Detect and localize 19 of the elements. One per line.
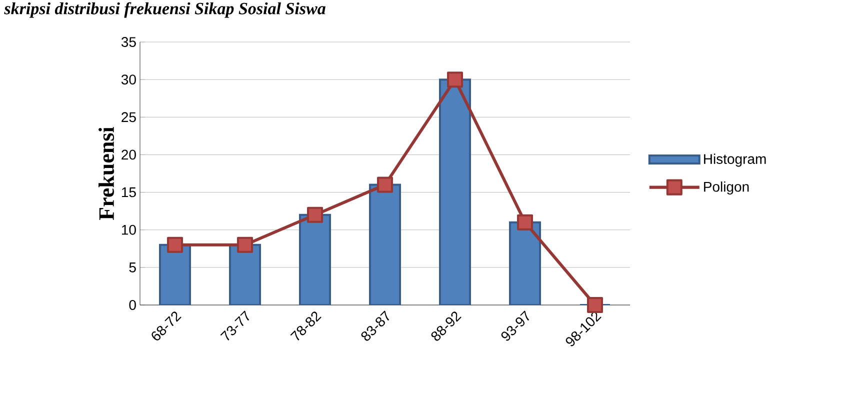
legend-label: Poligon — [704, 181, 749, 195]
y-tick-label: 25 — [122, 112, 136, 122]
legend-label: Histogram — [704, 154, 766, 167]
y-tick-label: 20 — [122, 150, 136, 160]
chart-title: skripsi distribusi frekuensi Sikap Sosial Siswa — [4, 2, 326, 18]
y-tick-label: 5 — [129, 262, 136, 272]
point — [447, 72, 464, 88]
point — [307, 206, 324, 223]
point — [517, 214, 534, 230]
point — [587, 297, 604, 313]
y-tick-label: 15 — [122, 187, 136, 198]
y-tick-label: 10 — [122, 224, 136, 235]
point — [377, 176, 394, 193]
point — [167, 236, 184, 253]
point — [237, 236, 254, 253]
y-tick-label: 30 — [121, 74, 136, 85]
y-axis-title: Frekuensi — [98, 126, 114, 220]
y-tick-label: 35 — [121, 37, 136, 47]
y-tick-label: 0 — [129, 300, 136, 310]
